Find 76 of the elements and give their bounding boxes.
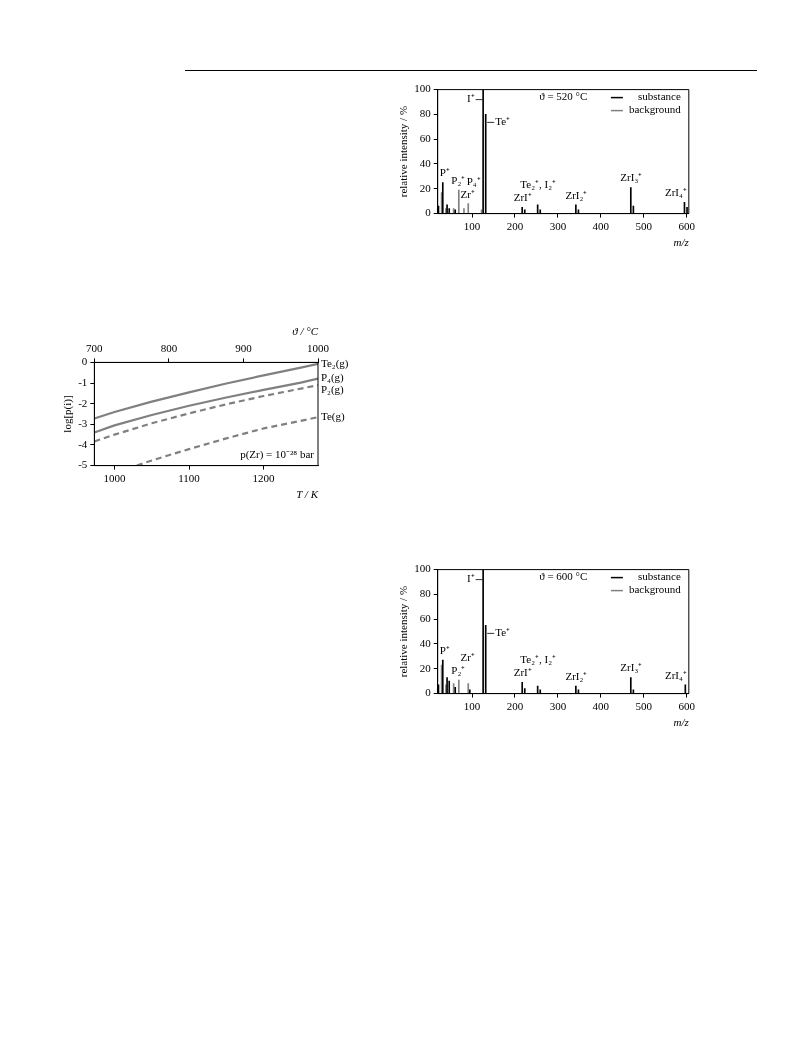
x-tick-label: 200 <box>506 700 524 713</box>
x-tick-label: 200 <box>506 220 524 233</box>
y-tick-label: 80 <box>419 107 432 120</box>
y-tick-label: 60 <box>419 612 432 625</box>
x-tick-label: 400 <box>592 220 610 233</box>
annotation: P⁺ <box>439 166 450 179</box>
legend-label: background <box>628 103 682 116</box>
y-tick-label: -5 <box>78 458 88 471</box>
annotation: P₂⁺ <box>451 173 466 186</box>
x-axis-title: m/z <box>673 716 690 729</box>
y-tick-label: -3 <box>78 417 88 430</box>
y-axis-title: log[p(i)] <box>61 395 75 433</box>
annotation: P₂⁺ <box>451 663 466 676</box>
x-tick-label: 500 <box>635 220 653 233</box>
annotation: ϑ = 600 °C <box>539 570 588 583</box>
x-axis-title: m/z <box>673 236 690 249</box>
annotation: ZrI₂⁺ <box>565 670 588 683</box>
annotation: ZrI₄⁺ <box>664 186 687 199</box>
annotation: P₄⁺ <box>466 174 481 187</box>
y-tick-label: 80 <box>419 587 432 600</box>
y-axis-title: relative intensity / % <box>397 585 410 678</box>
annotation: Zr⁺ <box>460 650 475 663</box>
annotation: ZrI₃⁺ <box>620 661 643 674</box>
legend-label: substance <box>638 570 681 583</box>
y-tick-label: 0 <box>425 206 432 219</box>
y-tick-label: 100 <box>414 82 432 95</box>
series-label: Te(g) <box>321 409 345 423</box>
legend-label: background <box>628 583 682 596</box>
y-tick-label: -1 <box>78 375 88 388</box>
y-tick-label: -2 <box>78 396 88 409</box>
annotation: P⁺ <box>439 644 450 657</box>
x-tick-label: 1100 <box>178 472 201 485</box>
annotation: ZrI₃⁺ <box>620 171 643 184</box>
annotation: Te₂⁺, I₂⁺ <box>520 653 556 666</box>
y-axis-title: relative intensity / % <box>397 105 410 198</box>
x-axis-title: T / K <box>296 488 319 501</box>
y-tick-label: 40 <box>419 636 432 649</box>
x2-tick-label: 700 <box>86 341 104 354</box>
annotation: ϑ = 520 °C <box>539 90 588 103</box>
y-tick-label: 40 <box>419 156 432 169</box>
annotation: Zr⁺ <box>460 187 475 200</box>
x-tick-label: 300 <box>549 700 567 713</box>
annotation: Te⁺ <box>495 115 511 128</box>
x-tick-label: 100 <box>463 700 481 713</box>
x-tick-label: 500 <box>635 700 653 713</box>
y-tick-label: 60 <box>419 132 432 145</box>
annotation: ZrI⁺ <box>513 666 532 679</box>
x2-axis-title: ϑ / °C <box>292 325 319 338</box>
annotation: I⁺ <box>466 572 475 585</box>
x-tick-label: 100 <box>463 220 481 233</box>
annotation: ZrI₂⁺ <box>565 188 588 201</box>
y-tick-label: 0 <box>81 355 88 368</box>
series-label: P₄(g) <box>321 371 345 385</box>
x-tick-label: 600 <box>678 220 696 233</box>
y-tick-label: 20 <box>419 181 432 194</box>
x-tick-label: 300 <box>549 220 567 233</box>
x-tick-label: 400 <box>592 700 610 713</box>
x-tick-label: 1200 <box>252 472 276 485</box>
x-tick-label: 600 <box>678 700 696 713</box>
series-label: P₂(g) <box>321 383 345 397</box>
annotation: Te⁺ <box>495 626 511 639</box>
annotation: ZrI⁺ <box>513 191 532 204</box>
annotation: p(Zr) = 10⁻²⁸ bar <box>240 448 315 462</box>
legend-label: substance <box>638 90 681 103</box>
y-tick-label: -4 <box>78 437 88 450</box>
annotation: ZrI₄⁺ <box>664 668 687 681</box>
annotation: Te₂⁺, I₂⁺ <box>520 178 556 191</box>
x2-tick-label: 1000 <box>307 341 330 354</box>
y-tick-label: 100 <box>414 562 432 575</box>
y-tick-label: 0 <box>425 686 432 699</box>
series-label: Te₂(g) <box>321 356 349 370</box>
x-tick-label: 1000 <box>103 472 126 485</box>
x2-tick-label: 900 <box>235 341 253 354</box>
y-tick-label: 20 <box>419 661 432 674</box>
annotation: I⁺ <box>466 92 475 105</box>
x2-tick-label: 800 <box>160 341 178 354</box>
